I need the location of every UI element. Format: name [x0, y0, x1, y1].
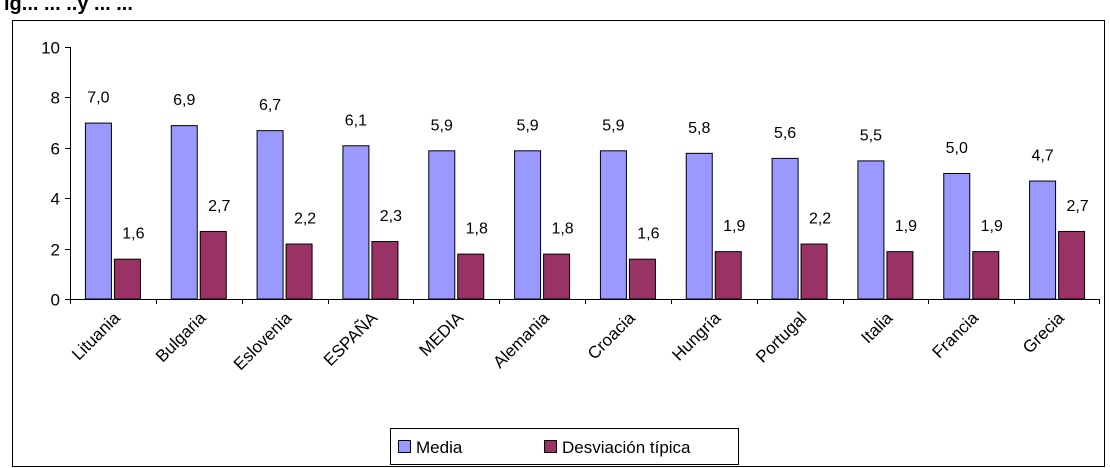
data-label-media: 5,9: [431, 117, 453, 134]
data-label-desviacion: 1,8: [551, 221, 573, 238]
bar-desviacion: [113, 258, 141, 300]
data-label-desviacion: 1,8: [466, 221, 488, 238]
data-label-media: 5,6: [774, 125, 796, 142]
bar-desviacion: [714, 251, 742, 300]
bars-group: [84, 122, 1086, 300]
y-tick-label: 2: [51, 241, 60, 260]
legend-swatch-media: [398, 440, 411, 453]
bar-media: [685, 152, 713, 300]
chart-title-fragment: ig... ... ..y ... ...: [4, 0, 133, 15]
data-label-media: 6,7: [259, 97, 281, 114]
y-tick-label: 8: [51, 89, 60, 108]
bar-media: [1029, 180, 1057, 300]
bar-desviacion: [285, 243, 313, 300]
data-label-media: 5,0: [946, 140, 968, 157]
data-label-media: 5,5: [860, 127, 882, 144]
bar-media: [857, 160, 885, 300]
data-label-desviacion: 1,9: [981, 218, 1003, 235]
data-label-media: 5,8: [688, 120, 710, 137]
data-label-desviacion: 1,9: [723, 218, 745, 235]
legend-label-media: Media: [416, 438, 463, 457]
bar-media: [428, 150, 456, 300]
y-tick-label: 0: [51, 291, 60, 310]
data-label-desviacion: 2,2: [809, 211, 831, 228]
data-label-media: 7,0: [87, 90, 109, 107]
y-tick-label: 6: [51, 140, 60, 159]
y-axis: 0 2 4 6 8 10: [41, 39, 71, 310]
data-label-desviacion: 1,6: [637, 226, 659, 243]
y-tick-label: 4: [51, 190, 60, 209]
data-label-desviacion: 2,7: [1066, 198, 1088, 215]
legend-box: [390, 428, 739, 465]
bar-media: [771, 157, 799, 300]
bar-media: [599, 150, 627, 300]
bar-media: [84, 122, 112, 300]
bar-media: [514, 150, 542, 300]
data-label-media: 4,7: [1031, 148, 1053, 165]
data-label-desviacion: 2,2: [294, 211, 316, 228]
bar-media: [342, 145, 370, 300]
data-label-desviacion: 2,3: [380, 208, 402, 225]
bar-desviacion: [457, 253, 485, 300]
bar-desviacion: [1058, 230, 1086, 300]
legend-label-desviacion: Desviación típica: [562, 438, 691, 457]
data-label-media: 5,9: [602, 117, 624, 134]
data-label-desviacion: 1,9: [895, 218, 917, 235]
bar-desviacion: [628, 258, 656, 300]
bar-desviacion: [886, 251, 914, 300]
bar-desviacion: [972, 251, 1000, 300]
bar-media: [256, 130, 284, 300]
data-labels-group: 7,0 1,6 6,9 2,7 6,7 2,2 6,1 2,3 5,9 1,8 5,9 1,8 5,9 1…: [87, 90, 1089, 243]
data-label-desviacion: 1,6: [122, 226, 144, 243]
y-tick-label: 10: [41, 39, 60, 58]
bar-desviacion: [199, 230, 227, 300]
data-label-desviacion: 2,7: [208, 198, 230, 215]
bar-media: [170, 125, 198, 300]
legend: Media Desviación típica: [390, 428, 739, 465]
data-label-media: 5,9: [516, 117, 538, 134]
legend-swatch-desviacion: [544, 440, 557, 453]
data-label-media: 6,1: [345, 112, 367, 129]
bar-desviacion: [543, 253, 571, 300]
bar-desviacion: [800, 243, 828, 300]
bar-media: [943, 173, 971, 300]
data-label-media: 6,9: [173, 92, 195, 109]
bar-desviacion: [371, 241, 399, 300]
